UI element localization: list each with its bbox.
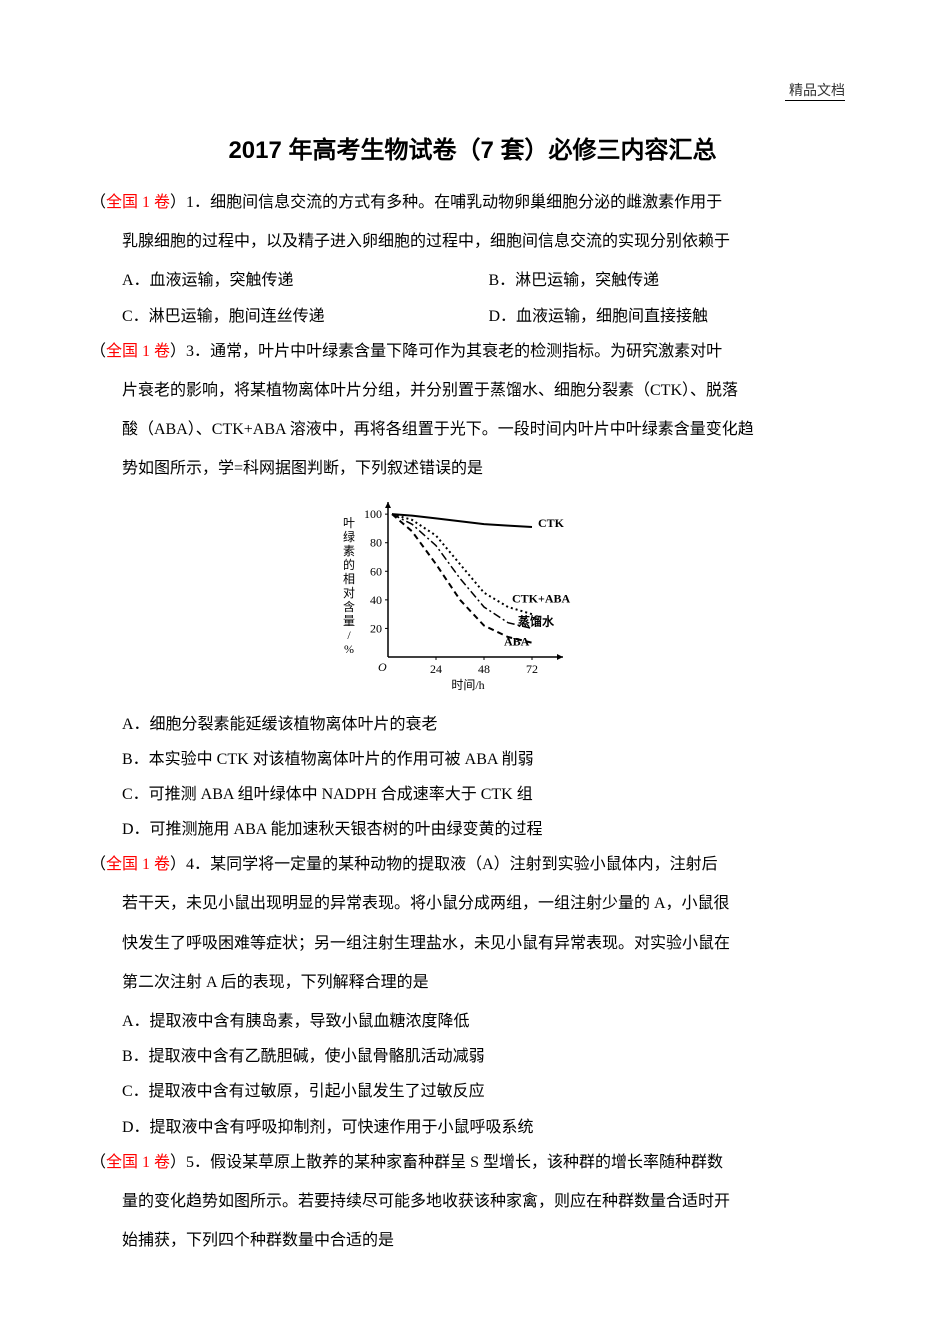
q3-opt-b: B．本实验中 CTK 对该植物离体叶片的作用可被 ABA 削弱 (122, 742, 855, 777)
q3-options: A．细胞分裂素能延缓该植物离体叶片的衰老 B．本实验中 CTK 对该植物离体叶片… (90, 707, 855, 848)
q5-num: 5． (186, 1154, 210, 1171)
svg-text:100: 100 (364, 507, 382, 521)
q4-num: 4． (186, 856, 210, 873)
q3-opt-c: C．可推测 ABA 组叶绿体中 NADPH 合成速率大于 CTK 组 (122, 777, 855, 812)
q5-stem-2: 量的变化趋势如图所示。若要持续尽可能多地收获该种家禽，则应在种群数量合适时开 (90, 1184, 855, 1219)
q4-options: A．提取液中含有胰岛素，导致小鼠血糖浓度降低 B．提取液中含有乙酰胆碱，使小鼠骨… (90, 1004, 855, 1145)
source-label: 全国 1 卷 (106, 194, 170, 211)
q1-opt-c: C．淋巴运输，胞间连丝传递 (122, 299, 489, 334)
q5-stem-3: 始捕获，下列四个种群数量中合适的是 (90, 1223, 855, 1258)
svg-text:80: 80 (370, 535, 382, 549)
svg-text:时间/h: 时间/h (451, 678, 484, 692)
question-1: （全国 1 卷）1．细胞间信息交流的方式有多种。在哺乳动物卵巢细胞分泌的雌激素作… (90, 185, 855, 220)
q3-opt-a: A．细胞分裂素能延缓该植物离体叶片的衰老 (122, 707, 855, 742)
svg-text:/: / (347, 628, 351, 642)
source-label: 全国 1 卷 (106, 856, 170, 873)
svg-text:ABA: ABA (504, 634, 530, 648)
svg-text:CTK: CTK (538, 516, 565, 530)
svg-text:24: 24 (430, 662, 442, 676)
q1-stem-2: 乳腺细胞的过程中，以及精子进入卵细胞的过程中，细胞间信息交流的实现分别依赖于 (90, 224, 855, 259)
paren-open: （ (90, 194, 106, 211)
q3-num: 3． (186, 343, 210, 360)
svg-text:的: 的 (342, 557, 354, 572)
question-4: （全国 1 卷）4．某同学将一定量的某种动物的提取液（A）注射到实验小鼠体内，注… (90, 847, 855, 882)
q4-stem-4: 第二次注射 A 后的表现，下列解释合理的是 (90, 965, 855, 1000)
svg-text:绿: 绿 (342, 529, 354, 544)
question-3: （全国 1 卷）3．通常，叶片中叶绿素含量下降可作为其衰老的检测指标。为研究激素… (90, 334, 855, 369)
q3-stem-1: 通常，叶片中叶绿素含量下降可作为其衰老的检测指标。为研究激素对叶 (210, 343, 722, 360)
source-label: 全国 1 卷 (106, 343, 170, 360)
q3-stem-2: 片衰老的影响，将某植物离体叶片分组，并分别置于蒸馏水、细胞分裂素（CTK）、脱落 (90, 373, 855, 408)
svg-text:对: 对 (342, 586, 354, 600)
svg-text:蒸馏水: 蒸馏水 (518, 613, 555, 628)
q1-opt-a: A．血液运输，突触传递 (122, 263, 489, 298)
question-5: （全国 1 卷）5．假设某草原上散养的某种家畜种群呈 S 型增长，该种群的增长率… (90, 1145, 855, 1180)
svg-text:72: 72 (526, 662, 538, 676)
svg-text:素: 素 (342, 544, 354, 558)
q1-opt-b: B．淋巴运输，突触传递 (489, 263, 856, 298)
chlorophyll-chart: 20 40 60 80 100 24 48 72 O 时间/h 叶绿素的相对含量/% CTK CTK+A… (90, 497, 855, 697)
q3-stem-4: 势如图所示，学=科网据图判断，下列叙述错误的是 (90, 451, 855, 486)
svg-text:60: 60 (370, 564, 382, 578)
source-label: 全国 1 卷 (106, 1154, 170, 1171)
header-watermark: 精品文档 (789, 80, 845, 100)
svg-text:20: 20 (370, 621, 382, 635)
q4-stem-2: 若干天，未见小鼠出现明显的异常表现。将小鼠分成两组，一组注射少量的 A，小鼠很 (90, 886, 855, 921)
q4-opt-d: D．提取液中含有呼吸抑制剂，可快速作用于小鼠呼吸系统 (122, 1110, 855, 1145)
paren-close: ） (170, 194, 186, 211)
q4-opt-a: A．提取液中含有胰岛素，导致小鼠血糖浓度降低 (122, 1004, 855, 1039)
svg-text:相: 相 (342, 572, 354, 586)
q4-opt-c: C．提取液中含有过敏原，引起小鼠发生了过敏反应 (122, 1074, 855, 1109)
q3-opt-d: D．可推测施用 ABA 能加速秋天银杏树的叶由绿变黄的过程 (122, 812, 855, 847)
q1-num: 1． (186, 194, 210, 211)
svg-text:48: 48 (478, 662, 490, 676)
q3-stem-3: 酸（ABA）、CTK+ABA 溶液中，再将各组置于光下。一段时间内叶片中叶绿素含… (90, 412, 855, 447)
svg-text:40: 40 (370, 592, 382, 606)
svg-text:%: % (344, 642, 354, 656)
svg-text:量: 量 (342, 614, 354, 628)
q1-stem-1: 细胞间信息交流的方式有多种。在哺乳动物卵巢细胞分泌的雌激素作用于 (210, 194, 722, 211)
svg-text:叶: 叶 (342, 516, 354, 530)
q1-opt-d: D．血液运输，细胞间直接接触 (489, 299, 856, 334)
q5-stem-1: 假设某草原上散养的某种家畜种群呈 S 型增长，该种群的增长率随种群数 (210, 1154, 723, 1171)
page-title: 2017 年高考生物试卷（7 套）必修三内容汇总 (90, 130, 855, 165)
q4-stem-1: 某同学将一定量的某种动物的提取液（A）注射到实验小鼠体内，注射后 (210, 856, 718, 873)
svg-text:CTK+ABA: CTK+ABA (512, 591, 571, 605)
svg-text:含: 含 (342, 599, 354, 614)
svg-text:O: O (378, 660, 387, 674)
q1-options: A．血液运输，突触传递 B．淋巴运输，突触传递 C．淋巴运输，胞间连丝传递 D．… (90, 263, 855, 333)
q4-stem-3: 快发生了呼吸困难等症状；另一组注射生理盐水，未见小鼠有异常表现。对实验小鼠在 (90, 926, 855, 961)
header-underline (785, 100, 845, 101)
q4-opt-b: B．提取液中含有乙酰胆碱，使小鼠骨骼肌活动减弱 (122, 1039, 855, 1074)
